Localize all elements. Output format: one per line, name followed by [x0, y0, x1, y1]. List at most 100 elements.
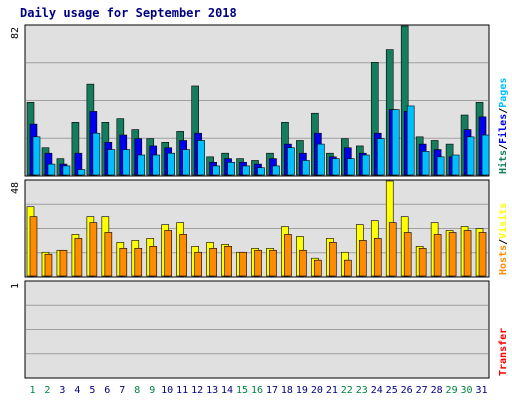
bar-hosts-day-21	[329, 242, 337, 277]
bar-hosts-day-25	[388, 222, 397, 277]
bar-pages-day-27	[421, 151, 430, 176]
axis-label-files: Files	[497, 114, 509, 144]
bar-pages-day-25	[391, 109, 400, 176]
axis-label-hits: Hits	[497, 150, 509, 174]
bar-hosts-day-11	[179, 234, 187, 277]
axis-label-separator: /	[498, 144, 509, 150]
bar-hosts-day-4	[74, 238, 83, 277]
day-label-15: 15	[236, 385, 248, 396]
bar-hosts-day-15	[239, 251, 247, 277]
day-label-11: 11	[176, 385, 188, 396]
max-label-visits-hosts: 48	[10, 182, 21, 194]
bar-hosts-day-23	[358, 240, 367, 277]
bar-hosts-day-1	[29, 216, 38, 277]
day-label-31: 31	[475, 385, 487, 396]
axis-label-visits-hosts: Hosts/Visits	[497, 203, 509, 275]
bar-pages-day-13	[212, 165, 220, 176]
bar-pages-day-19	[302, 160, 310, 176]
bar-hosts-day-20	[314, 259, 322, 277]
bar-hosts-day-24	[373, 238, 382, 277]
bar-pages-day-24	[376, 138, 385, 176]
bar-pages-day-5	[92, 132, 101, 176]
axis-label-pages: Pages	[498, 78, 509, 108]
bar-pages-day-2	[47, 163, 56, 176]
day-label-7: 7	[119, 385, 125, 396]
bar-hosts-day-13	[209, 247, 217, 277]
day-label-6: 6	[104, 385, 110, 396]
bar-hosts-day-9	[149, 246, 158, 277]
bar-pages-day-15	[242, 165, 250, 176]
bar-pages-day-11	[182, 149, 190, 176]
bar-hosts-day-28	[433, 234, 442, 277]
axis-label-hosts: Hosts	[498, 245, 509, 275]
bar-hosts-day-14	[224, 246, 232, 277]
day-label-20: 20	[311, 385, 323, 396]
bar-pages-day-4	[77, 169, 86, 176]
axis-label-transfer: Transfer	[498, 328, 509, 376]
day-label-25: 25	[386, 385, 398, 396]
max-label-transfer: 1	[10, 283, 21, 289]
bar-pages-day-1	[32, 136, 41, 176]
day-label-8: 8	[134, 385, 140, 396]
bar-hosts-day-7	[119, 247, 128, 277]
bar-pages-day-6	[107, 149, 116, 176]
bar-hosts-day-16	[254, 249, 262, 277]
bar-hosts-day-5	[89, 222, 98, 277]
bar-pages-day-21	[332, 158, 340, 176]
day-label-21: 21	[326, 385, 338, 396]
axis-label-separator: /	[498, 108, 509, 114]
bar-pages-day-16	[257, 167, 265, 176]
day-label-9: 9	[149, 385, 155, 396]
day-label-13: 13	[206, 385, 218, 396]
day-label-27: 27	[416, 385, 428, 396]
bar-hosts-day-17	[269, 249, 277, 277]
bar-hosts-day-26	[403, 232, 412, 277]
day-label-19: 19	[296, 385, 308, 396]
day-label-24: 24	[371, 385, 383, 396]
bar-pages-day-20	[317, 143, 325, 176]
day-label-18: 18	[281, 385, 293, 396]
day-label-5: 5	[89, 385, 95, 396]
bar-pages-day-12	[197, 140, 205, 176]
day-label-28: 28	[431, 385, 443, 396]
bar-hosts-day-22	[344, 259, 352, 277]
bar-pages-day-26	[406, 105, 415, 176]
bar-hosts-day-6	[104, 232, 113, 277]
day-label-2: 2	[44, 385, 50, 396]
day-label-26: 26	[401, 385, 413, 396]
bar-hosts-day-12	[194, 251, 202, 277]
bar-pages-day-10	[167, 152, 176, 176]
day-label-14: 14	[221, 385, 233, 396]
day-label-16: 16	[251, 385, 263, 396]
bar-hosts-day-30	[463, 230, 472, 277]
bar-pages-day-14	[227, 161, 235, 176]
day-label-3: 3	[59, 385, 65, 396]
day-label-30: 30	[461, 385, 473, 396]
day-label-1: 1	[29, 385, 35, 396]
bar-pages-day-23	[361, 154, 370, 176]
axis-label-transfer: Transfer	[498, 328, 509, 376]
bar-pages-day-9	[152, 154, 161, 176]
bar-pages-day-18	[287, 147, 295, 176]
day-label-10: 10	[161, 385, 173, 396]
bar-pages-day-22	[347, 158, 355, 176]
bar-pages-day-17	[272, 165, 280, 176]
bar-pages-day-31	[481, 134, 490, 176]
bar-pages-day-28	[436, 156, 445, 176]
bar-hosts-day-19	[299, 249, 307, 277]
day-label-29: 29	[446, 385, 458, 396]
day-label-23: 23	[356, 385, 368, 396]
bar-hosts-day-18	[284, 234, 292, 277]
day-label-12: 12	[191, 385, 203, 396]
bar-pages-day-3	[62, 165, 71, 176]
bar-pages-day-7	[122, 149, 131, 176]
bar-hosts-day-8	[134, 247, 143, 277]
bar-hosts-day-31	[478, 232, 487, 277]
day-label-22: 22	[341, 385, 353, 396]
bar-pages-day-30	[466, 136, 475, 176]
axis-label-separator: /	[498, 239, 509, 245]
day-label-17: 17	[266, 385, 278, 396]
axis-label-hits-files-pages: Hits/Files/Pages	[497, 78, 509, 174]
bar-hosts-day-29	[448, 232, 457, 277]
